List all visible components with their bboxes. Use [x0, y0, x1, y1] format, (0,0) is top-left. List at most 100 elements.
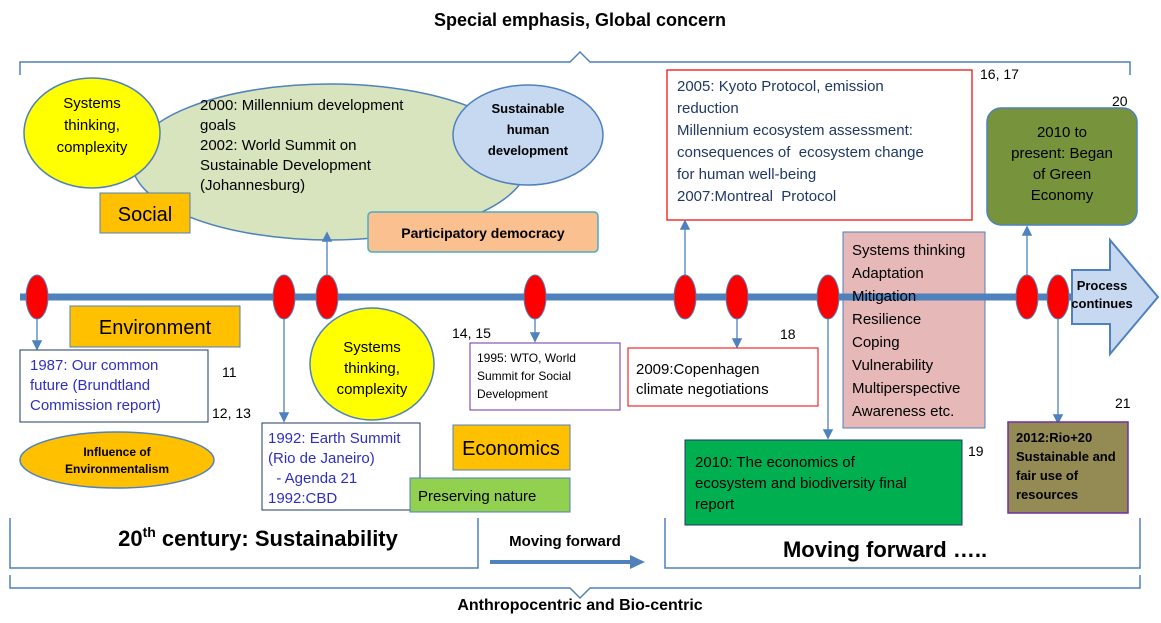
brundtland-line: future (Brundtland — [30, 377, 150, 394]
process-line: Process — [1077, 278, 1128, 293]
moving-forward-dots: Moving forward ….. — [783, 537, 987, 562]
process-arrow — [1071, 237, 1160, 357]
shd-line: Sustainable — [492, 101, 565, 116]
concepts-line: Mitigation — [852, 288, 916, 305]
century-rest: century: Sustainability — [156, 526, 399, 551]
wto-line: Summit for Social — [477, 369, 571, 383]
kyoto: 2005: Kyoto Protocol, emission reduction M… — [677, 78, 924, 205]
century-number: 20 — [118, 526, 142, 551]
kyoto-line: 2005: Kyoto Protocol, emission — [677, 78, 884, 95]
process: Process continues — [1071, 278, 1132, 311]
process-line: continues — [1071, 296, 1132, 311]
wto: 1995: WTO, World Summit for Social Develop… — [477, 351, 576, 401]
earth-summit: 1992: Earth Summit (Rio de Janeiro) - Age… — [268, 430, 401, 507]
copenhagen-line: climate negotiations — [636, 381, 769, 398]
footer-title: Anthropocentric and Bio-centric — [457, 597, 702, 614]
systems-mid-line: complexity — [337, 381, 408, 398]
environment-box — [69, 305, 241, 348]
ref-12-13: 12, 13 — [212, 405, 251, 421]
kyoto-box — [666, 69, 973, 221]
copenhagen-box — [627, 347, 819, 407]
ref-21: 21 — [1115, 395, 1131, 411]
concepts-line: Awareness etc. — [852, 403, 954, 420]
systems-mid-line: thinking, — [344, 360, 400, 377]
systems-mid-line: Systems — [343, 339, 401, 356]
top-brace — [19, 50, 1131, 75]
rio20-line: resources — [1016, 487, 1078, 502]
preserving: Preserving nature — [418, 488, 536, 505]
systems-top: Systems thinking, complexity — [57, 95, 128, 156]
concepts-line: Vulnerability — [852, 357, 934, 374]
kyoto-line: consequences of ecosystem change — [677, 144, 924, 161]
wto-box — [469, 342, 621, 411]
ref-18: 18 — [780, 326, 796, 342]
mdg: 2000: Millennium development goals 2002: W… — [200, 97, 404, 194]
concepts-line: Multiperspective — [852, 380, 960, 397]
earth-summit-line: - Agenda 21 — [268, 470, 357, 487]
social: Social — [118, 204, 172, 226]
green-economy-line: present: Began — [1011, 145, 1113, 162]
ref-16-17: 16, 17 — [980, 66, 1019, 82]
shd-line: development — [488, 143, 569, 158]
ref-11: 11 — [222, 364, 237, 380]
right-bracket — [664, 518, 1141, 569]
influence-line: Influence of — [83, 445, 151, 459]
kyoto-line: 2007:Montreal Protocol — [677, 188, 836, 205]
brundtland-line: Commission report) — [30, 397, 161, 414]
ref-19: 19 — [968, 443, 984, 459]
teeb-box — [684, 439, 963, 526]
concepts-line: Resilience — [852, 311, 921, 328]
kyoto-line: for human well-being — [677, 166, 816, 183]
green-economy-line: of Green — [1033, 166, 1091, 183]
mdg-line: (Johannesburg) — [200, 177, 305, 194]
wto-line: Development — [477, 387, 548, 401]
rio20-box — [1007, 421, 1129, 514]
economics: Economics — [462, 438, 560, 460]
connectors — [31, 219, 1064, 440]
shd: Sustainable human development — [488, 101, 569, 158]
century-suffix: th — [143, 524, 156, 540]
rio20-line: 2012:Rio+20 — [1016, 430, 1092, 445]
mdg-line: 2002: World Summit on — [200, 137, 356, 154]
rio20: 2012:Rio+20 Sustainable and fair use of res… — [1016, 430, 1116, 502]
moving-forward-arrowhead — [630, 555, 645, 569]
ref-14-15: 14, 15 — [452, 325, 491, 341]
influence-ellipse — [19, 431, 215, 489]
earth-summit-line: 1992:CBD — [268, 490, 337, 507]
concepts-line: Systems thinking — [852, 242, 965, 259]
earth-summit-line: (Rio de Janeiro) — [268, 450, 375, 467]
concepts: Systems thinking Adaptation Mitigation Resi… — [852, 242, 965, 420]
mdg-line: 2000: Millennium development — [200, 97, 404, 114]
brundtland-line: 1987: Our common — [30, 357, 158, 374]
systems-top-line: complexity — [57, 139, 128, 156]
participatory: Participatory democracy — [401, 225, 565, 241]
kyoto-line: reduction — [677, 100, 739, 117]
concepts-line: Adaptation — [852, 265, 924, 282]
timeline-markers — [25, 274, 1070, 320]
moving-forward: Moving forward — [509, 533, 621, 550]
shd-ellipse — [452, 84, 604, 186]
participatory-box — [367, 211, 599, 253]
green-economy-box — [986, 107, 1138, 226]
teeb: 2010: The economics of ecosystem and biod… — [695, 454, 907, 513]
teeb-line: 2010: The economics of — [695, 454, 856, 471]
preserving-box — [409, 477, 571, 513]
green-economy-line: 2010 to — [1037, 124, 1087, 141]
concepts-box — [842, 231, 986, 429]
systems-top-ellipse — [23, 77, 161, 189]
social-box — [99, 192, 191, 234]
economics-box — [452, 424, 571, 471]
copenhagen: 2009:Copenhagen climate negotiations — [636, 361, 769, 398]
systems-top-line: Systems — [63, 95, 121, 112]
kyoto-line: Millennium ecosystem assessment: — [677, 122, 913, 139]
left-bracket — [9, 518, 479, 569]
teeb-line: ecosystem and biodiversity final — [695, 475, 907, 492]
wto-line: 1995: WTO, World — [477, 351, 576, 365]
influence-line: Environmentalism — [65, 462, 169, 476]
ref-20: 20 — [1112, 93, 1128, 109]
influence: Influence of Environmentalism — [65, 445, 169, 476]
brundtland: 1987: Our common future (Brundtland Commis… — [30, 357, 161, 414]
environment: Environment — [99, 317, 212, 339]
earth-summit-line: 1992: Earth Summit — [268, 430, 401, 447]
